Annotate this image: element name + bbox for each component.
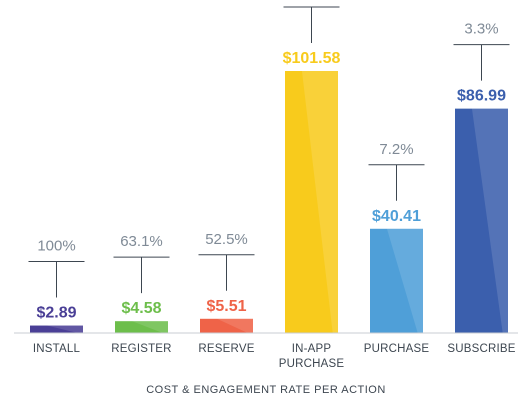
bar [285, 71, 338, 333]
bar [115, 321, 168, 333]
category-label: IN-APP [292, 343, 332, 355]
value-label: $4.58 [121, 300, 161, 317]
category-label: RESERVE [198, 343, 254, 355]
category-label: PURCHASE [279, 358, 345, 370]
rate-label: 100% [37, 238, 75, 255]
bar [370, 228, 423, 333]
category-label: PURCHASE [364, 343, 430, 355]
value-label: $5.51 [206, 298, 246, 315]
bars-group [30, 71, 508, 333]
value-label: $101.58 [283, 50, 341, 67]
labels-group: $2.89 100% INSTALL $4.58 63.1% REGISTER $5.51 5… [28, 6, 516, 370]
bar-shade [46, 325, 83, 333]
bar [30, 325, 83, 333]
category-label: SUBSCRIBE [447, 343, 515, 355]
chart-title: COST & ENGAGEMENT RATE PER ACTION [146, 384, 386, 396]
rate-label: 52.5% [205, 231, 248, 248]
category-label: INSTALL [33, 343, 81, 355]
rate-label: 3.3% [464, 21, 498, 38]
value-label: $86.99 [457, 88, 506, 105]
bar-shade [471, 108, 508, 333]
value-label: $2.89 [36, 305, 76, 322]
rate-label: 63.1% [120, 233, 163, 250]
category-label: REGISTER [111, 343, 171, 355]
bar [200, 318, 253, 333]
rate-label: 7.2% [379, 141, 413, 158]
bar [455, 108, 508, 333]
bar-shade [216, 318, 253, 333]
bar-shade [301, 71, 338, 333]
value-label: $40.41 [372, 208, 421, 225]
bar-shade [131, 321, 168, 333]
bar-shade [386, 228, 423, 333]
